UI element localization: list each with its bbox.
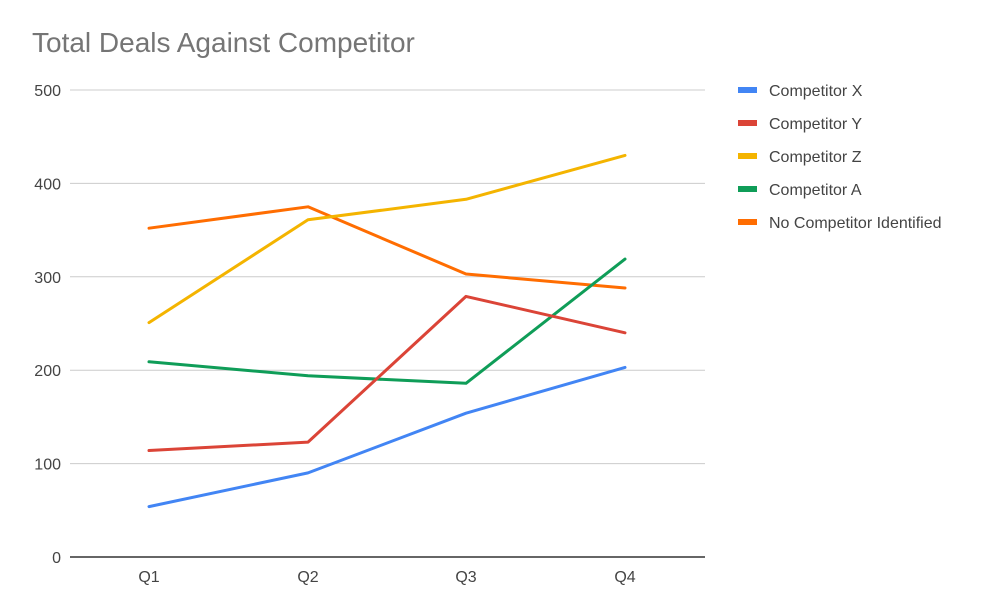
series-line-competitor-a — [147, 257, 627, 385]
legend-item: Competitor Z — [738, 149, 862, 166]
series-line-competitor-x — [147, 365, 627, 509]
x-tick-label: Q4 — [614, 569, 635, 586]
y-tick-label: 500 — [34, 83, 61, 100]
series-line-competitor-z — [147, 153, 627, 325]
series-lines — [147, 153, 627, 509]
legend-swatch — [738, 186, 757, 192]
legend-item: No Competitor Identified — [738, 215, 942, 232]
y-tick-label: 200 — [34, 363, 61, 380]
y-tick-label: 400 — [34, 176, 61, 193]
legend-swatch — [738, 219, 757, 225]
gridlines — [70, 89, 705, 465]
y-tick-label: 300 — [34, 270, 61, 287]
legend: Competitor X Competitor Y Competitor Z Comp… — [738, 83, 942, 232]
series-line-competitor-y — [147, 294, 627, 452]
x-tick-label: Q2 — [297, 569, 318, 586]
legend-item: Competitor Y — [738, 116, 862, 133]
y-tick-label: 0 — [52, 550, 61, 567]
legend-item: Competitor X — [738, 83, 863, 100]
x-tick-label: Q3 — [455, 569, 476, 586]
chart-title: Total Deals Against Competitor — [32, 27, 415, 58]
legend-label: Competitor Y — [769, 116, 862, 133]
legend-swatch — [738, 153, 757, 159]
legend-item: Competitor A — [738, 182, 862, 199]
legend-label: Competitor X — [769, 83, 863, 100]
series-line-no-competitor-identified — [147, 205, 627, 290]
legend-swatch — [738, 87, 757, 93]
axes: 0 100 200 300 400 500 Q1 Q2 Q3 Q4 — [34, 83, 705, 586]
legend-swatch — [738, 120, 757, 126]
legend-label: Competitor A — [769, 182, 862, 199]
legend-label: Competitor Z — [769, 149, 862, 166]
legend-label: No Competitor Identified — [769, 215, 942, 232]
y-tick-label: 100 — [34, 457, 61, 474]
x-tick-label: Q1 — [138, 569, 159, 586]
